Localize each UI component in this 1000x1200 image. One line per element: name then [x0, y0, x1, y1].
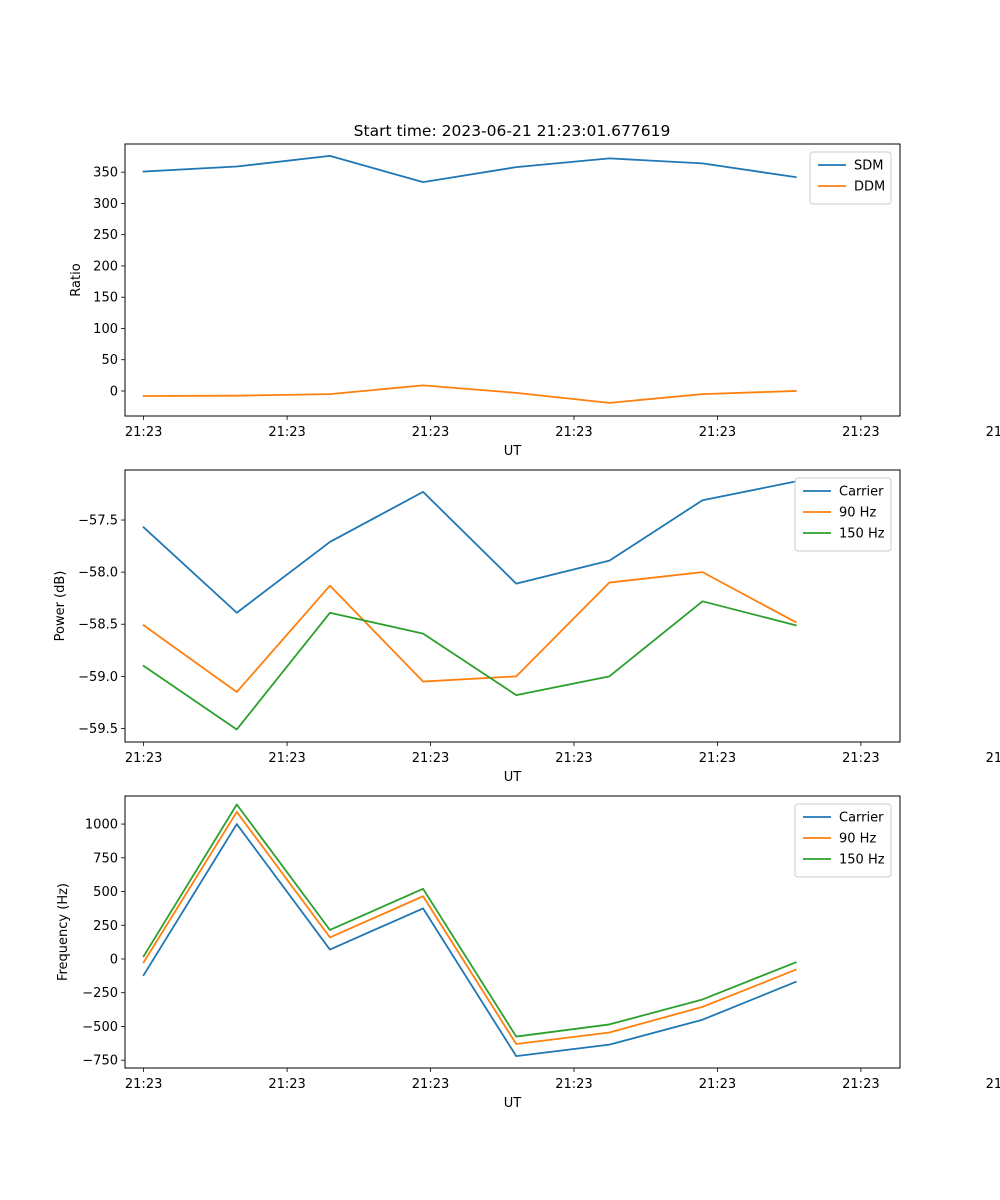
axes-frame	[124, 143, 901, 417]
legend: Carrier 90 Hz 150 Hz	[794, 803, 892, 878]
series-line-carrier	[142, 823, 797, 1058]
y-tick-label: 300	[93, 197, 118, 212]
x-tick-label: 21:23	[555, 751, 592, 766]
x-tick-label: 21:24	[986, 751, 1000, 766]
chart-title: Start time: 2023-06-21 21:23:01.677619	[354, 122, 671, 140]
legend-label: 150 Hz	[839, 527, 885, 542]
x-tick-label: 21:23	[412, 425, 449, 440]
y-tick-label: 1000	[85, 818, 118, 833]
series-line-90-hz	[142, 811, 797, 1045]
x-tick-label: 21:23	[125, 425, 162, 440]
x-tick-label: 21:23	[699, 425, 736, 440]
y-tick-label: 100	[93, 322, 118, 337]
x-axis-label: UT	[504, 770, 522, 785]
series-line-ddm	[142, 384, 797, 404]
y-tick-label: 150	[93, 291, 118, 306]
y-tick-label: 350	[93, 166, 118, 181]
panel-2: 21:23 21:23 21:23 21:23 21:23 21:23 21:24 −59.5…	[53, 469, 1000, 785]
x-tick-label: 21:24	[986, 1077, 1000, 1092]
y-tick-label: 750	[93, 851, 118, 866]
y-tick-label: 250	[93, 228, 118, 243]
panel-3: 21:23 21:23 21:23 21:23 21:23 21:23 21:24 −750 −…	[56, 795, 1000, 1111]
legend-label: SDM	[854, 159, 883, 174]
series-line-carrier	[142, 480, 797, 614]
series-line-150-hz	[142, 803, 797, 1038]
x-tick-label: 21:24	[986, 425, 1000, 440]
y-tick-label: 50	[101, 353, 118, 368]
x-tick-label: 21:23	[268, 751, 305, 766]
x-tick-label: 21:23	[555, 1077, 592, 1092]
legend-label: 90 Hz	[839, 506, 876, 521]
panels: 21:23 21:23 21:23 21:23 21:23 21:23 21:24 0 50 10…	[53, 143, 1000, 1111]
x-tick-label: 21:23	[125, 1077, 162, 1092]
y-tick-label: −57.5	[78, 514, 118, 529]
y-tick-label: −250	[82, 986, 118, 1001]
axes-frame	[124, 795, 901, 1069]
legend-label: 90 Hz	[839, 832, 876, 847]
legend-label: Carrier	[839, 811, 884, 826]
x-axis-label: UT	[504, 444, 522, 459]
y-tick-label: −59.0	[78, 670, 118, 685]
panel-1: 21:23 21:23 21:23 21:23 21:23 21:23 21:24 0 50 10…	[69, 143, 1000, 459]
y-tick-label: −500	[82, 1020, 118, 1035]
x-tick-label: 21:23	[842, 425, 879, 440]
series-line-150-hz	[142, 600, 797, 731]
y-axis-label: Frequency (Hz)	[56, 883, 71, 981]
x-tick-label: 21:23	[699, 751, 736, 766]
x-tick-label: 21:23	[412, 1077, 449, 1092]
x-tick-label: 21:23	[268, 425, 305, 440]
y-tick-label: 0	[110, 952, 118, 967]
y-tick-label: 250	[93, 919, 118, 934]
x-tick-label: 21:23	[125, 751, 162, 766]
legend-label: 150 Hz	[839, 853, 885, 868]
axes-frame	[124, 469, 901, 743]
x-tick-label: 21:23	[555, 425, 592, 440]
y-tick-label: −59.5	[78, 722, 118, 737]
legend: SDM DDM	[809, 151, 892, 205]
series-line-90-hz	[142, 571, 797, 693]
x-tick-label: 21:23	[842, 1077, 879, 1092]
y-tick-label: −58.5	[78, 618, 118, 633]
legend: Carrier 90 Hz 150 Hz	[794, 477, 892, 552]
y-axis-label: Power (dB)	[53, 571, 68, 642]
x-tick-label: 21:23	[842, 751, 879, 766]
x-tick-label: 21:23	[268, 1077, 305, 1092]
y-tick-label: 200	[93, 259, 118, 274]
x-tick-label: 21:23	[699, 1077, 736, 1092]
y-tick-label: −750	[82, 1054, 118, 1069]
y-axis-label: Ratio	[69, 263, 84, 296]
y-tick-label: −58.0	[78, 566, 118, 581]
y-tick-label: 500	[93, 885, 118, 900]
x-axis-label: UT	[504, 1096, 522, 1111]
legend-label: DDM	[854, 180, 885, 195]
series-line-sdm	[142, 154, 797, 184]
legend-label: Carrier	[839, 485, 884, 500]
y-tick-label: 0	[110, 384, 118, 399]
x-tick-label: 21:23	[412, 751, 449, 766]
